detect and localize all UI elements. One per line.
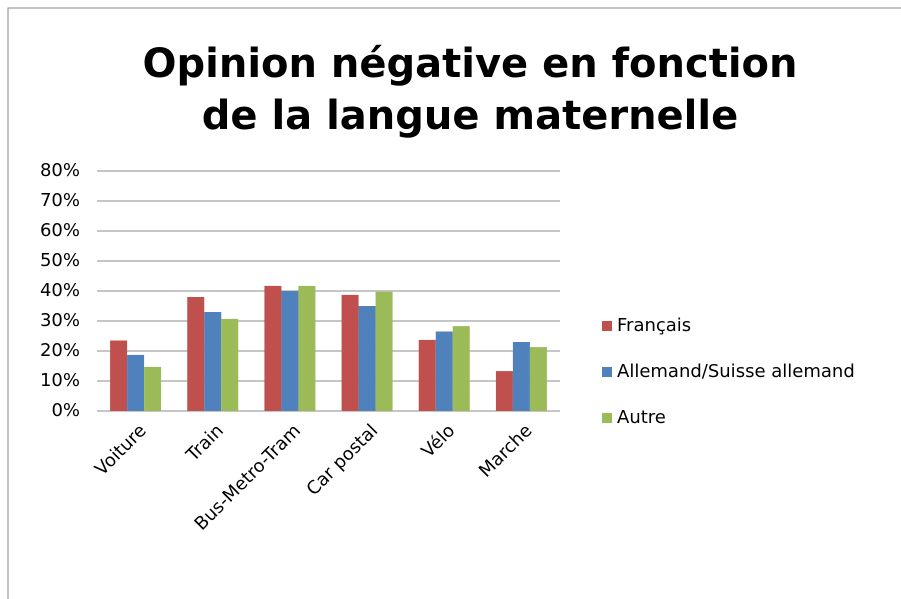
x-tick-label: Train (182, 420, 228, 466)
bar (418, 339, 436, 411)
bar (512, 342, 530, 411)
bar (144, 366, 162, 411)
chart-title: Opinion négative en fonction de la langu… (142, 41, 798, 139)
y-tick-label: 80% (40, 160, 80, 181)
x-tick-label: Vélo (418, 420, 460, 462)
y-tick-label: 10% (40, 370, 80, 391)
legend-swatch (602, 413, 612, 423)
bar (187, 297, 205, 411)
y-tick-label: 60% (40, 220, 80, 241)
bar (435, 331, 453, 411)
x-tick-label: Voiture (91, 420, 151, 480)
bar (127, 354, 145, 411)
bar (529, 347, 547, 411)
legend-label: Allemand/Suisse allemand (617, 361, 855, 382)
legend-swatch (602, 321, 612, 331)
frame (7, 7, 901, 599)
y-tick-label: 30% (40, 310, 80, 331)
legend-label: Français (617, 315, 691, 336)
y-tick-label: 40% (40, 280, 80, 301)
legend-label: Autre (617, 407, 666, 428)
x-tick-label: Car postal (303, 420, 383, 500)
y-tick-label: 50% (40, 250, 80, 271)
y-tick-label: 0% (51, 400, 80, 421)
bar (358, 306, 376, 411)
y-tick-label: 20% (40, 340, 80, 361)
bar (341, 294, 359, 411)
bar (264, 285, 282, 411)
bar (110, 340, 128, 411)
bar (221, 318, 239, 411)
bar (298, 285, 316, 411)
bar (375, 291, 393, 411)
bar (452, 326, 470, 411)
bar (495, 371, 513, 411)
bar (281, 291, 299, 411)
bar (204, 312, 222, 411)
legend-swatch (602, 367, 612, 377)
y-tick-label: 70% (40, 190, 80, 211)
x-tick-label: Marche (475, 420, 536, 481)
